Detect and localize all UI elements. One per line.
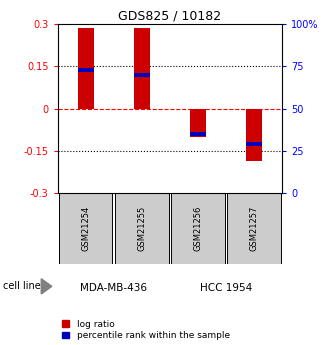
Text: GSM21256: GSM21256: [193, 206, 203, 251]
Bar: [227, 193, 281, 264]
Text: GSM21254: GSM21254: [81, 206, 90, 251]
Bar: [246, 109, 262, 161]
Legend: log ratio, percentile rank within the sample: log ratio, percentile rank within the sa…: [62, 320, 230, 341]
Title: GDS825 / 10182: GDS825 / 10182: [118, 10, 221, 23]
Text: MDA-MB-436: MDA-MB-436: [80, 283, 148, 293]
Bar: [246, 142, 262, 146]
Text: HCC 1954: HCC 1954: [200, 283, 252, 293]
Text: cell line: cell line: [3, 282, 41, 291]
Bar: [78, 28, 94, 109]
Bar: [171, 193, 225, 264]
Bar: [78, 68, 94, 72]
Bar: [190, 109, 206, 137]
Text: GSM21257: GSM21257: [249, 206, 259, 251]
Text: GSM21255: GSM21255: [137, 206, 147, 251]
Bar: [59, 193, 113, 264]
Bar: [115, 193, 169, 264]
Bar: [134, 28, 150, 109]
Bar: [190, 132, 206, 136]
Bar: [134, 72, 150, 77]
